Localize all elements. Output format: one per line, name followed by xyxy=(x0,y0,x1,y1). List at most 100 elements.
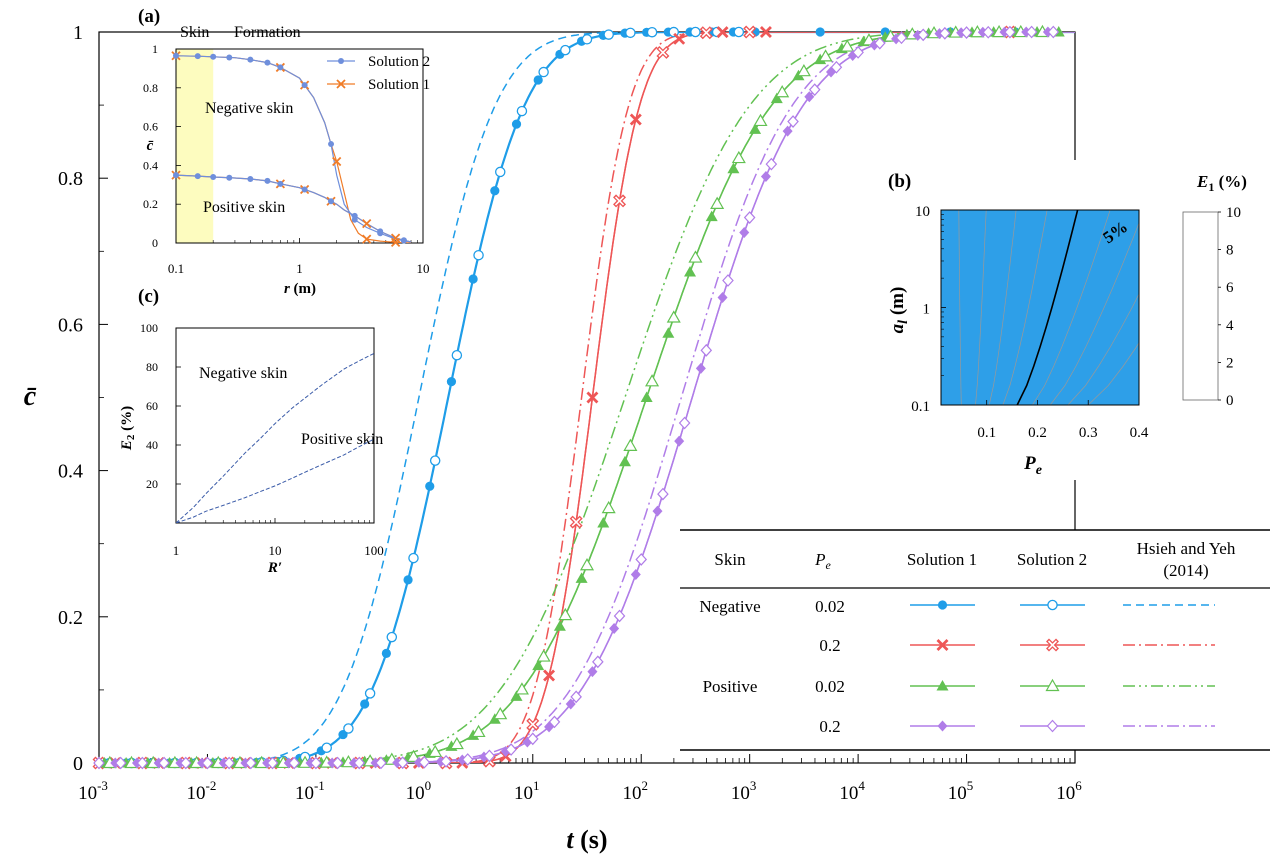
x-tick-label: 0.3 xyxy=(1079,425,1098,441)
series-marker xyxy=(895,31,908,45)
inset-c-ticks: 1 10 100 20 40 60 80 100 xyxy=(140,321,384,558)
inset-a-markers xyxy=(171,51,407,248)
series-marker xyxy=(579,558,595,571)
series-marker xyxy=(553,620,566,631)
inset-a-formation-label: Formation xyxy=(234,24,301,41)
inset-a-y-axis-label: c̄ xyxy=(147,138,154,154)
x-tick-label: 0.2 xyxy=(1028,425,1047,441)
series-marker xyxy=(1004,25,1016,39)
y-tick-label: 0.6 xyxy=(143,120,158,134)
y-tick-label: 0.8 xyxy=(143,81,158,95)
series-marker xyxy=(158,756,170,770)
series-marker xyxy=(266,756,279,770)
series-marker xyxy=(601,500,616,514)
inset-a-skin-region xyxy=(176,49,214,243)
inset-c-y-axis-label: E2 (%) xyxy=(119,406,137,451)
contour-line xyxy=(975,210,987,405)
legend-table: Skin Pe Solution 1 Solution 2 Hsieh and … xyxy=(680,529,1270,751)
series-marker xyxy=(461,753,474,766)
inset-a-marker xyxy=(377,228,384,235)
series-marker-inner xyxy=(658,47,668,57)
series-marker xyxy=(581,34,593,45)
series-marker xyxy=(652,505,663,517)
legend-header-hsieh-year: (2014) xyxy=(1163,561,1208,580)
inset-b-panel-label: (b) xyxy=(888,171,911,192)
inset-a-negative-skin-label: Negative skin xyxy=(205,100,293,117)
y-tick-label: 0.4 xyxy=(143,158,158,172)
series-line xyxy=(99,32,1075,763)
inset-a-marker xyxy=(194,53,201,60)
x-tick-label: 104 xyxy=(839,778,865,804)
inset-c-negative-skin-label: Negative skin xyxy=(199,365,287,382)
series-marker xyxy=(526,732,539,746)
inset-a-marker xyxy=(247,56,254,63)
y-tick-label: 80 xyxy=(146,360,158,374)
inset-a-marker xyxy=(226,54,233,61)
series-marker xyxy=(560,44,571,56)
series-marker xyxy=(353,756,366,770)
colorbar-frame xyxy=(1182,211,1219,401)
series-marker xyxy=(759,26,772,38)
inset-b-colorbar: 0 2 4 6 8 10 xyxy=(1182,205,1241,409)
series-marker xyxy=(136,756,149,770)
inset-b-colorbar-title: E1 (%) xyxy=(1196,172,1247,194)
y-tick-label: 40 xyxy=(146,438,158,452)
series-marker xyxy=(558,607,573,621)
series-marker xyxy=(749,123,762,134)
x-tick-label: 0.1 xyxy=(168,261,184,276)
x-tick-label: 1 xyxy=(296,261,303,276)
series-marker xyxy=(310,756,322,770)
series-marker-inner xyxy=(571,517,581,527)
series-marker xyxy=(505,743,517,756)
contour-band xyxy=(941,210,1139,405)
series-marker xyxy=(386,631,398,643)
series-marker xyxy=(684,266,697,277)
contour-line xyxy=(958,210,962,405)
series-marker-inner xyxy=(701,28,711,38)
series-marker xyxy=(710,196,725,209)
series-marker xyxy=(739,226,750,238)
inset-a-marker xyxy=(362,234,372,244)
inset-c-series-line xyxy=(176,352,374,523)
series-marker xyxy=(852,46,864,59)
series-marker xyxy=(223,756,235,770)
series-marker xyxy=(840,39,855,52)
series-marker-inner xyxy=(745,27,755,37)
x-tick-label: 10-2 xyxy=(187,778,217,804)
series-marker xyxy=(510,690,523,701)
series-marker xyxy=(629,113,642,126)
series-marker xyxy=(429,455,441,466)
inset-c-series xyxy=(176,352,374,523)
series-marker xyxy=(179,756,192,770)
inset-a-marker xyxy=(277,64,284,71)
series-marker xyxy=(873,36,886,50)
series-marker xyxy=(717,291,728,303)
legend-row-pe-value: 0.02 xyxy=(815,677,845,696)
contour-line xyxy=(1032,210,1111,405)
series-marker xyxy=(609,622,620,634)
series-marker xyxy=(861,33,876,46)
series-marker xyxy=(775,85,790,98)
series-marker xyxy=(1047,25,1060,39)
series-marker xyxy=(705,210,718,222)
series-marker xyxy=(700,343,713,357)
series-marker xyxy=(830,60,843,74)
legend-swatch-marker xyxy=(937,600,948,610)
main-y-ticks: 0 0.2 0.4 0.6 0.8 1 xyxy=(58,22,108,775)
y-tick-label: 0 xyxy=(73,753,83,775)
inset-a-background xyxy=(176,49,423,243)
series-marker xyxy=(645,374,660,387)
series-marker xyxy=(640,391,653,402)
series-marker xyxy=(425,481,435,491)
inset-b-ticks: 0.1 0.2 0.3 0.4 0.1 1 10 xyxy=(911,204,1149,441)
inset-a-marker xyxy=(247,175,254,182)
y-tick-label: 100 xyxy=(140,321,158,335)
colorbar-tick-label: 6 xyxy=(1226,280,1234,296)
y-tick-label: 60 xyxy=(146,399,158,413)
series-marker xyxy=(808,83,821,97)
series-marker xyxy=(630,569,641,581)
x-tick-label: 10 xyxy=(417,261,430,276)
series-marker xyxy=(722,274,734,287)
y-tick-label: 0 xyxy=(152,236,158,250)
